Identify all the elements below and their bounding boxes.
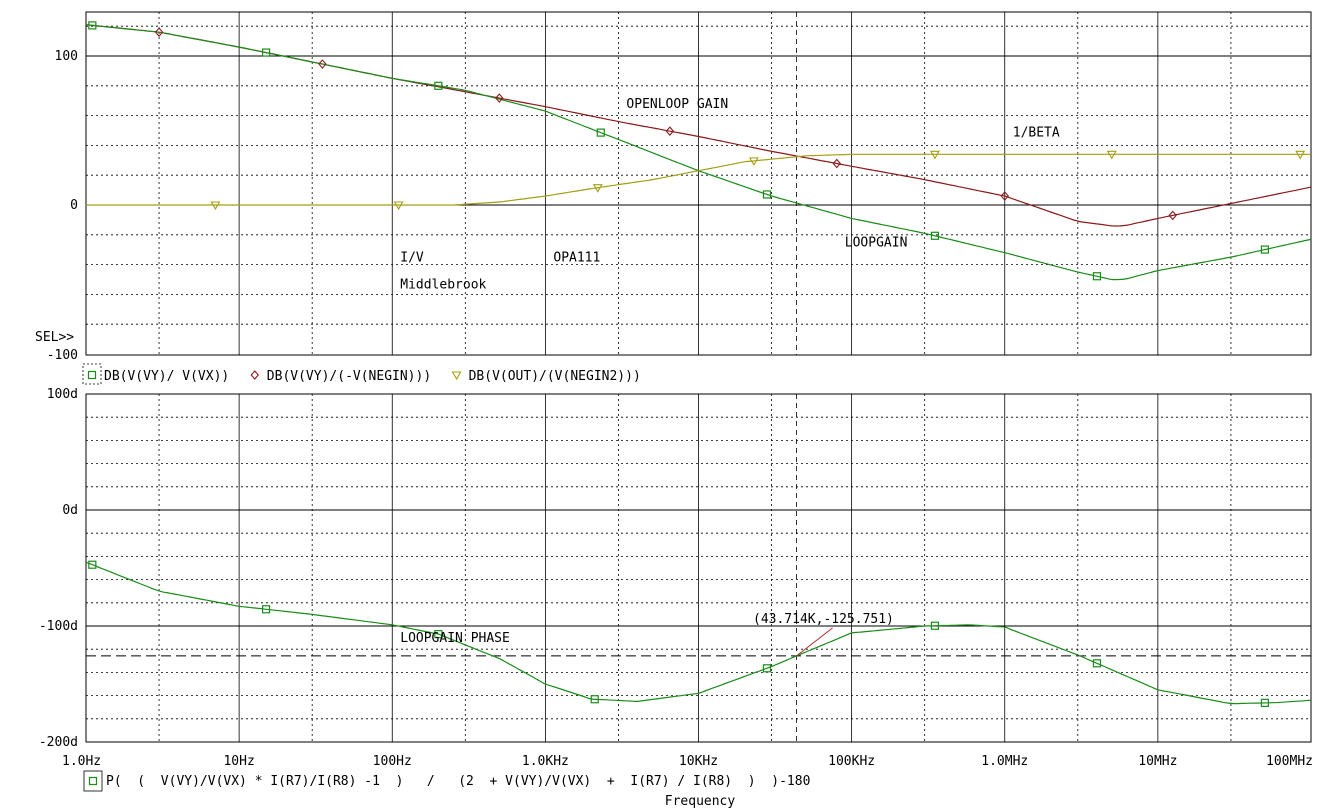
marker-phase [1092, 659, 1102, 668]
marker-beta [592, 184, 603, 193]
marker-openloop [154, 27, 164, 37]
y-tick-label: -100d [39, 619, 78, 634]
legend-marker [250, 370, 260, 380]
series-lines [85, 24, 1312, 705]
legend-label: DB(V(VY)/(-V(NEGIN))) [267, 369, 431, 384]
marker-phase [88, 560, 97, 569]
y-tick-label: 0d [62, 503, 78, 518]
marker-phase [1260, 698, 1270, 707]
x-tick-label: 1.0Hz [62, 754, 101, 769]
marker-loopgain [762, 190, 772, 199]
marker-loopgain [88, 21, 97, 30]
x-tick-label: 10Hz [223, 754, 254, 769]
marker-phase [590, 695, 599, 704]
marker-openloop [1168, 210, 1177, 221]
marker-beta [748, 157, 759, 166]
marker-phase [762, 664, 772, 673]
marker-openloop [318, 59, 327, 69]
annotation-label: Middlebrook [400, 277, 486, 292]
marker-loopgain [434, 81, 443, 90]
series-line-beta [86, 153, 1311, 206]
y-tick-label: 100 [55, 49, 78, 64]
x-tick-label: 100MHz [1266, 754, 1313, 769]
x-tick-label: 100Hz [373, 754, 412, 769]
series-line-phase [85, 561, 1312, 705]
legend-label: DB(V(OUT)/(V(NEGIN2))) [469, 369, 641, 384]
marker-beta [1106, 150, 1117, 160]
annotation-label: 1/BETA [1013, 125, 1060, 140]
legend-label: P( ( V(VY)/V(VX) * I(R7)/I(R8) -1 ) / (2… [106, 774, 810, 789]
legend-label: DB(V(VY)/ V(VX)) [104, 369, 229, 384]
marker-openloop [832, 158, 842, 169]
marker-loopgain [596, 128, 605, 137]
marker-beta [210, 201, 221, 211]
x-tick-label: 1.0MHz [981, 754, 1028, 769]
marker-loopgain [261, 48, 271, 57]
marker-beta [393, 201, 404, 211]
marker-loopgain [1092, 272, 1102, 281]
legend-selected-box [82, 363, 102, 385]
marker-openloop [1000, 191, 1009, 201]
plot-text: 100 0 -100 100d 0d -100d -200d SEL>> 1.0Hz 10Hz 10… [35, 49, 1313, 809]
legend-marker [451, 371, 462, 381]
annotation-label: LOOPGAIN [845, 236, 908, 251]
y-tick-label: 100d [47, 387, 78, 402]
y-tick-label: 0 [70, 198, 78, 213]
marker-phase [930, 621, 940, 630]
legend-marker [87, 370, 97, 380]
marker-beta [929, 150, 940, 160]
marker-phase [434, 630, 443, 639]
x-tick-label: 100KHz [828, 754, 875, 769]
annotation-label: OPA111 [553, 251, 600, 266]
x-tick-label: 1.0KHz [522, 754, 569, 769]
x-axis-title: Frequency [665, 794, 736, 809]
marker-loopgain [1260, 245, 1270, 254]
marker-openloop [495, 93, 504, 103]
series-markers [88, 21, 1306, 707]
cursor-leader [796, 627, 833, 657]
marker-beta [1295, 150, 1306, 160]
legend-selected-box [83, 770, 103, 792]
grid-lines [86, 12, 1311, 742]
marker-phase [261, 605, 271, 614]
sel-marker: SEL>> [35, 330, 74, 345]
y-tick-label: -100 [47, 348, 78, 363]
x-tick-label: 10MHz [1138, 754, 1177, 769]
annotation-label: LOOPGAIN PHASE [400, 631, 510, 646]
x-tick-label: 10KHz [679, 754, 718, 769]
y-tick-label: -200d [39, 735, 78, 750]
cursor-label: (43.714K,-125.751) [753, 612, 894, 627]
annotation-label: OPENLOOP GAIN [626, 97, 728, 112]
annotation-label: I/V [400, 251, 424, 266]
legend-marker [88, 776, 98, 786]
marker-loopgain [930, 231, 940, 240]
marker-openloop [665, 126, 675, 136]
